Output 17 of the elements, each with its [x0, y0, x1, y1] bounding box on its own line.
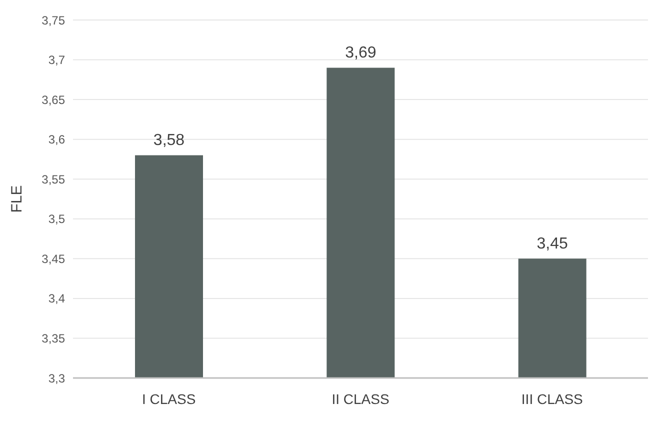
- y-tick-label: 3,5: [48, 212, 66, 226]
- y-tick-label: 3,75: [42, 13, 66, 28]
- data-label: 3,45: [536, 236, 568, 253]
- y-tick-label: 3,55: [42, 172, 66, 186]
- data-label: 3,69: [345, 44, 376, 62]
- y-tick-label: 3,7: [48, 53, 66, 68]
- y-tick-label: 3,45: [42, 252, 66, 266]
- y-axis-title: FLE: [8, 185, 26, 213]
- y-tick-label: 3,35: [42, 331, 66, 346]
- y-tick-label: 3,4: [48, 292, 66, 306]
- x-tick-label: III CLASS: [521, 390, 583, 407]
- y-tick-label: 3,65: [42, 92, 66, 107]
- y-tick-label: 3,3: [48, 371, 66, 386]
- x-tick-label: II CLASS: [332, 390, 390, 407]
- data-label: 3,58: [153, 132, 185, 150]
- x-tick-label: I CLASS: [142, 390, 196, 407]
- y-tick-label: 3,6: [48, 132, 66, 147]
